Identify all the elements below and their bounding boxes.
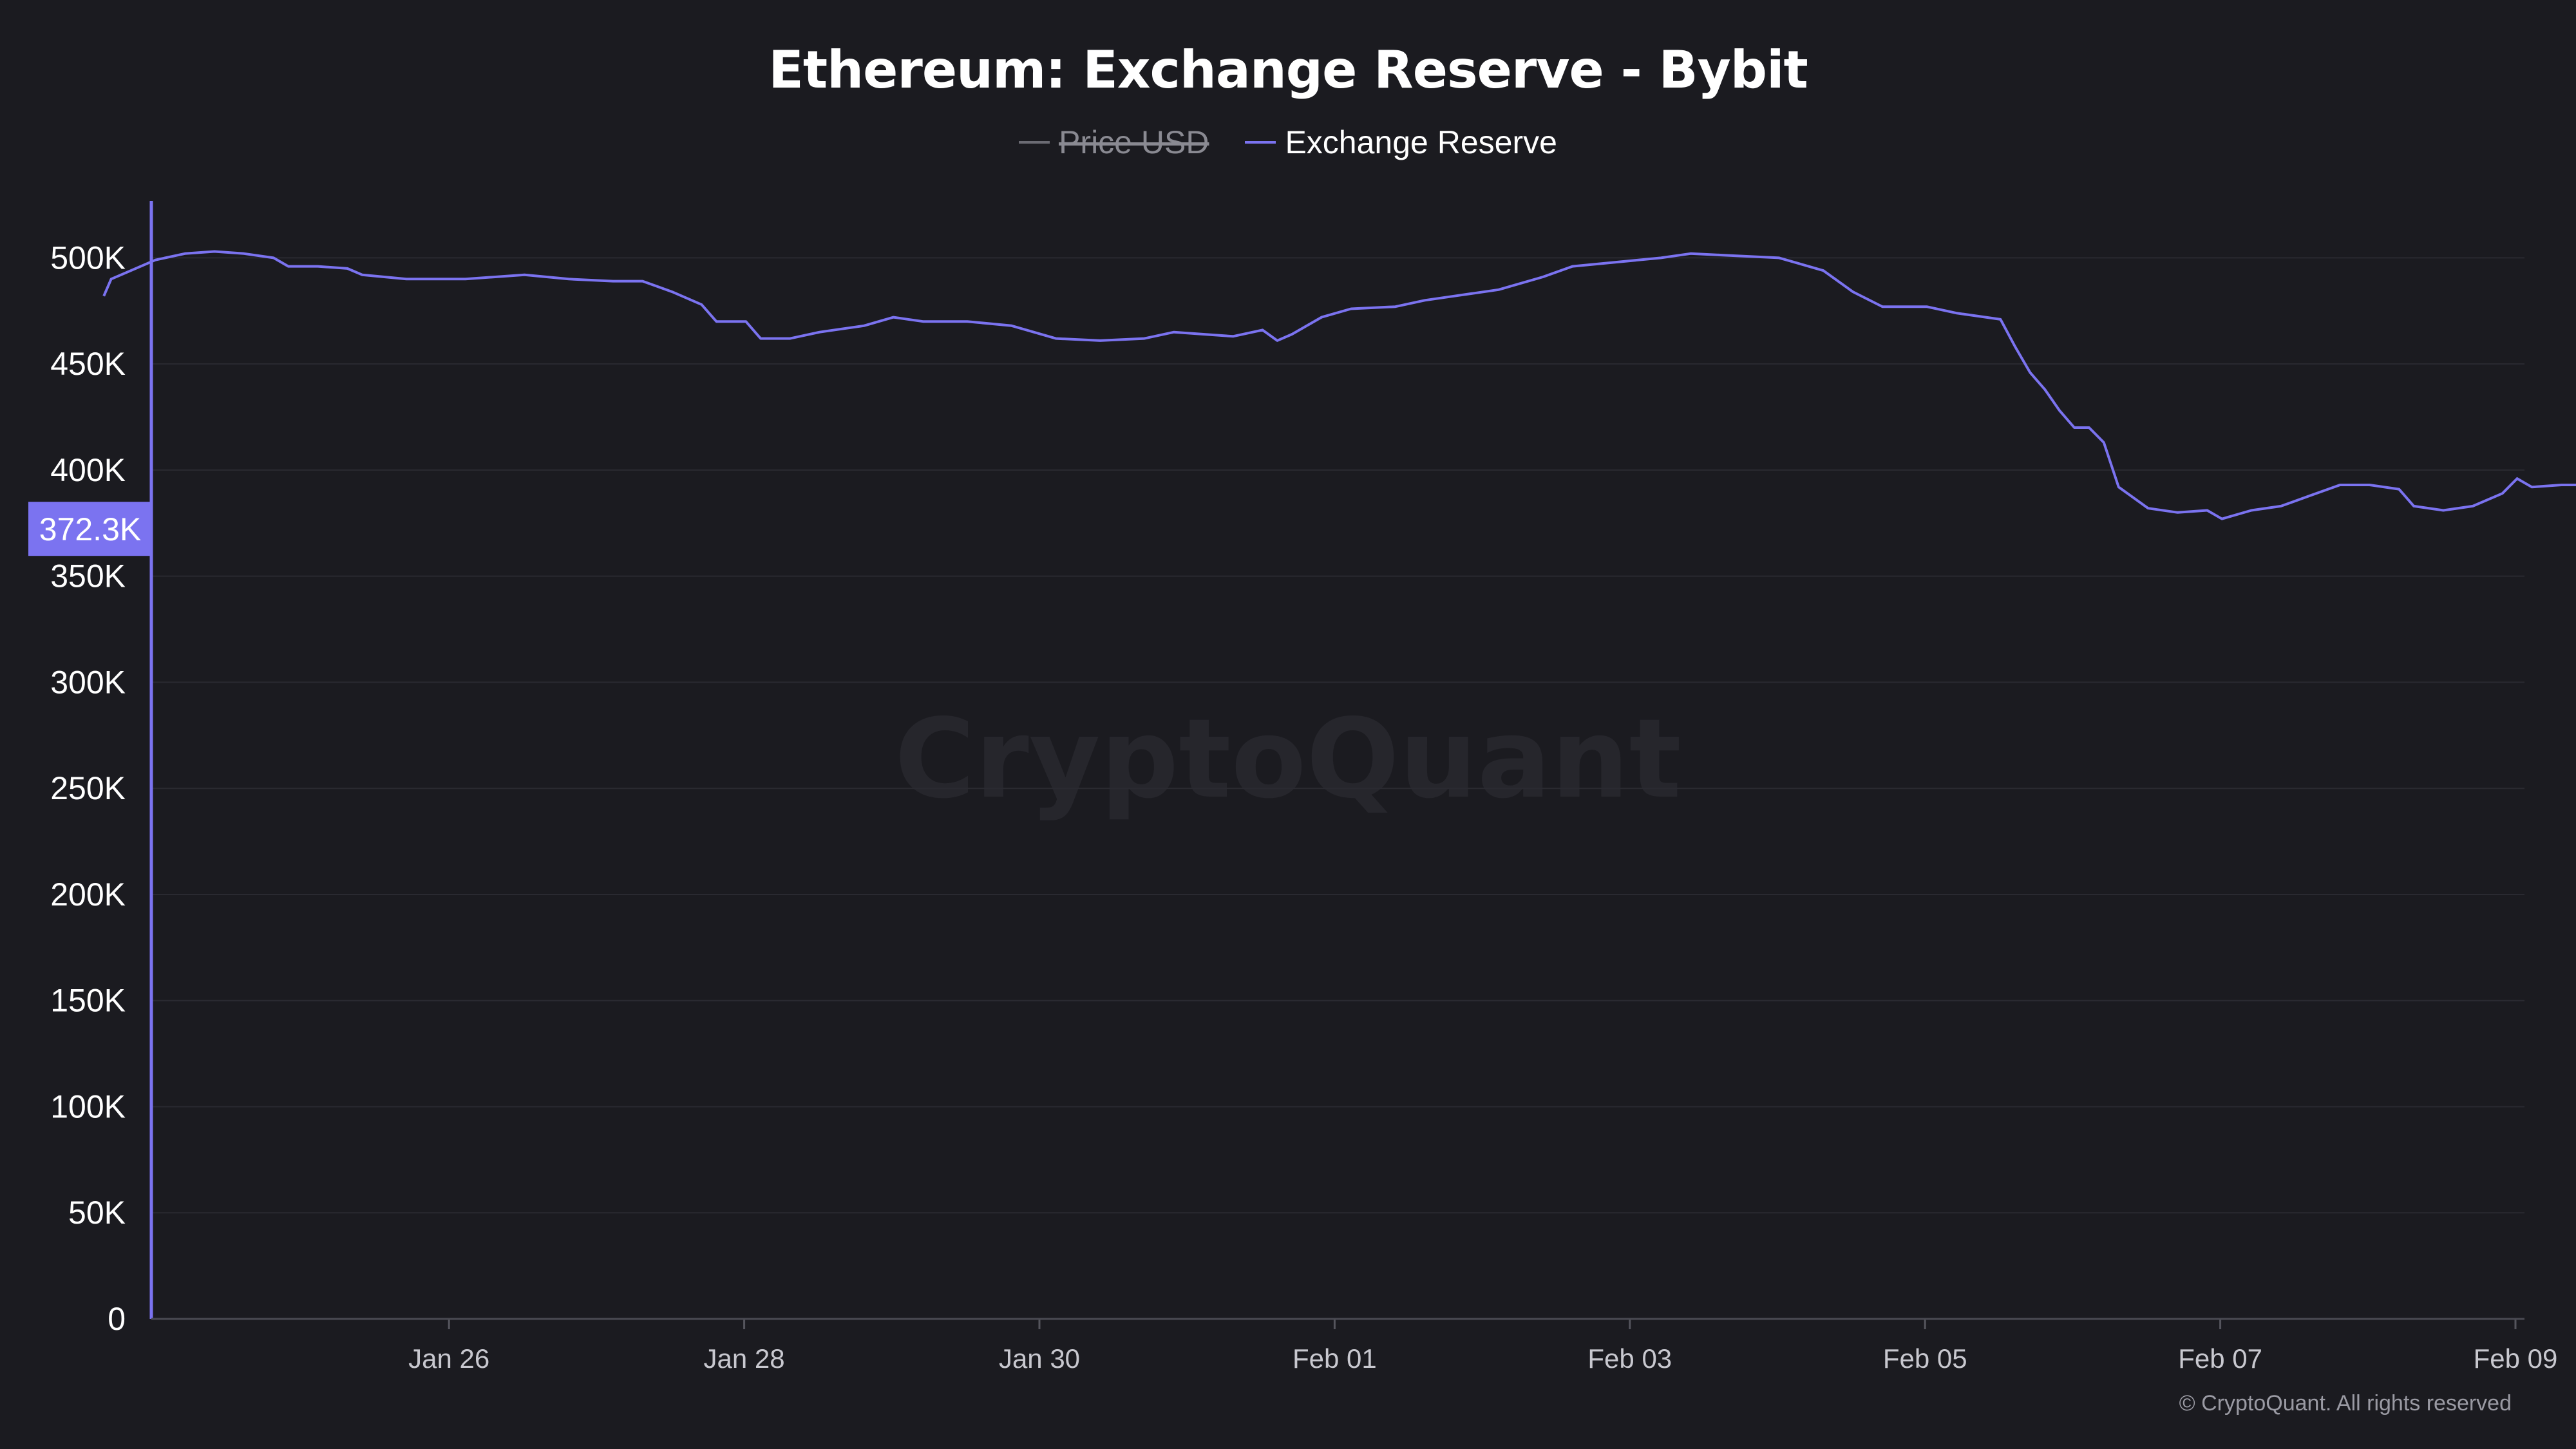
y-tick-label-6: 300K <box>50 664 126 700</box>
last-value-badge: 372.3K <box>28 502 152 556</box>
series-line-exchange-reserve[interactable] <box>102 250 2576 1277</box>
x-tick-label-7: Feb 09 <box>2474 1343 2558 1374</box>
legend-swatch-reserve <box>1245 141 1276 144</box>
y-tick-label-5: 250K <box>50 770 126 806</box>
y-tick-label-2: 100K <box>50 1088 126 1124</box>
legend-label-reserve: Exchange Reserve <box>1285 124 1557 160</box>
y-tick-label-10: 500K <box>50 240 126 276</box>
y-axis-ticks: 0 50K 100K 150K 200K 250K 300K 350K 400K 450K 500K <box>50 240 126 1337</box>
x-tick-label-2: Jan 30 <box>999 1343 1080 1374</box>
copyright-text: © CryptoQuant. All rights reserved <box>2179 1391 2512 1416</box>
y-tick-label-3: 150K <box>50 983 126 1019</box>
legend-label-price: Price USD <box>1059 124 1209 160</box>
legend-item-price[interactable]: Price USD <box>1019 124 1209 161</box>
y-tick-label-1: 50K <box>68 1195 126 1231</box>
x-axis-ticks: Jan 26 Jan 28 Jan 30 Feb 01 Feb 03 Feb 05 Feb … <box>408 1319 2558 1374</box>
y-tick-label-7: 350K <box>50 558 126 594</box>
last-value-badge-bg <box>28 502 152 556</box>
y-tick-label-9: 450K <box>50 346 126 382</box>
legend-item-reserve[interactable]: Exchange Reserve <box>1245 124 1557 161</box>
x-tick-label-4: Feb 03 <box>1587 1343 1672 1374</box>
legend: Price USD Exchange Reserve <box>0 124 2576 161</box>
legend-swatch-price <box>1019 141 1050 144</box>
chart-title: Ethereum: Exchange Reserve - Bybit <box>768 40 1808 100</box>
x-tick-label-3: Feb 01 <box>1293 1343 1377 1374</box>
y-tick-label-4: 200K <box>50 876 126 913</box>
gridlines <box>151 257 2524 1214</box>
last-value-badge-text: 372.3K <box>39 511 141 547</box>
x-tick-label-0: Jan 26 <box>408 1343 489 1374</box>
x-tick-label-5: Feb 05 <box>1883 1343 1967 1374</box>
y-tick-label-8: 400K <box>50 452 126 488</box>
watermark-text: CryptoQuant <box>895 696 1681 823</box>
x-tick-label-6: Feb 07 <box>2178 1343 2262 1374</box>
y-tick-label-0: 0 <box>108 1301 126 1337</box>
x-tick-label-1: Jan 28 <box>704 1343 785 1374</box>
